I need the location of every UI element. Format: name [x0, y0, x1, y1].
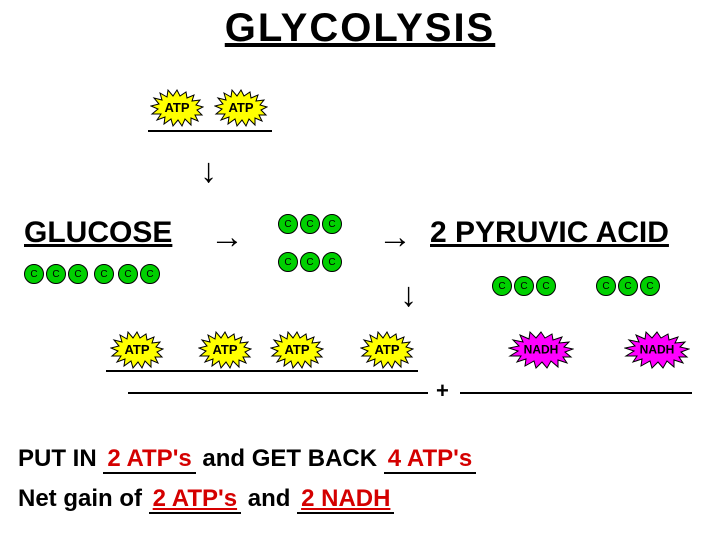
carbon-atom: C	[640, 276, 660, 296]
nadh-icon: NADH	[624, 330, 690, 370]
atp-input-icon: ATP	[150, 88, 204, 128]
blank-get-back: 4 ATP's	[384, 446, 476, 474]
carbon-atom: C	[492, 276, 512, 296]
nadh-underline	[460, 392, 692, 394]
atp-output-icon: ATP	[198, 330, 252, 370]
put-in-text: PUT IN	[18, 445, 103, 472]
carbon-atom: C	[300, 214, 320, 234]
carbon-atom: C	[322, 214, 342, 234]
carbon-atom: C	[68, 264, 88, 284]
carbon-atom: C	[46, 264, 66, 284]
atp-output-icon: ATP	[110, 330, 164, 370]
output-sum-underline	[128, 392, 428, 394]
carbon-atom: C	[118, 264, 138, 284]
get-back-text: and GET BACK	[196, 445, 384, 472]
arrow-right-icon: →	[378, 218, 412, 257]
atp-output-icon: ATP	[270, 330, 324, 370]
carbon-atom: C	[278, 214, 298, 234]
atp-input-underline	[148, 130, 272, 132]
atp-input-icon: ATP	[214, 88, 268, 128]
carbon-atom: C	[140, 264, 160, 284]
carbon-atom: C	[618, 276, 638, 296]
carbon-atom: C	[24, 264, 44, 284]
net-gain-text: Net gain of	[18, 485, 149, 512]
carbon-atom: C	[300, 252, 320, 272]
page-title: GLYCOLYSIS	[0, 6, 720, 51]
and-text: and	[241, 485, 297, 512]
atp-output-underline	[106, 370, 418, 372]
glucose-label: GLUCOSE	[24, 216, 172, 250]
atp-output-icon: ATP	[360, 330, 414, 370]
arrow-down-icon: ↓	[400, 276, 417, 315]
blank-net-nadh: 2 NADH	[297, 486, 394, 514]
plus-sign: +	[436, 378, 449, 404]
carbon-atom: C	[536, 276, 556, 296]
arrow-right-icon: →	[210, 218, 244, 257]
carbon-atom: C	[278, 252, 298, 272]
summary-line-1: PUT IN 2 ATP's and GET BACK 4 ATP's	[18, 445, 476, 474]
blank-net-atp: 2 ATP's	[149, 486, 241, 514]
carbon-atom: C	[322, 252, 342, 272]
summary-line-2: Net gain of 2 ATP's and 2 NADH	[18, 485, 394, 514]
nadh-icon: NADH	[508, 330, 574, 370]
blank-put-in: 2 ATP's	[103, 446, 195, 474]
pyruvic-label: 2 PYRUVIC ACID	[430, 216, 669, 250]
carbon-atom: C	[596, 276, 616, 296]
carbon-atom: C	[94, 264, 114, 284]
arrow-down-icon: ↓	[200, 152, 217, 191]
carbon-atom: C	[514, 276, 534, 296]
